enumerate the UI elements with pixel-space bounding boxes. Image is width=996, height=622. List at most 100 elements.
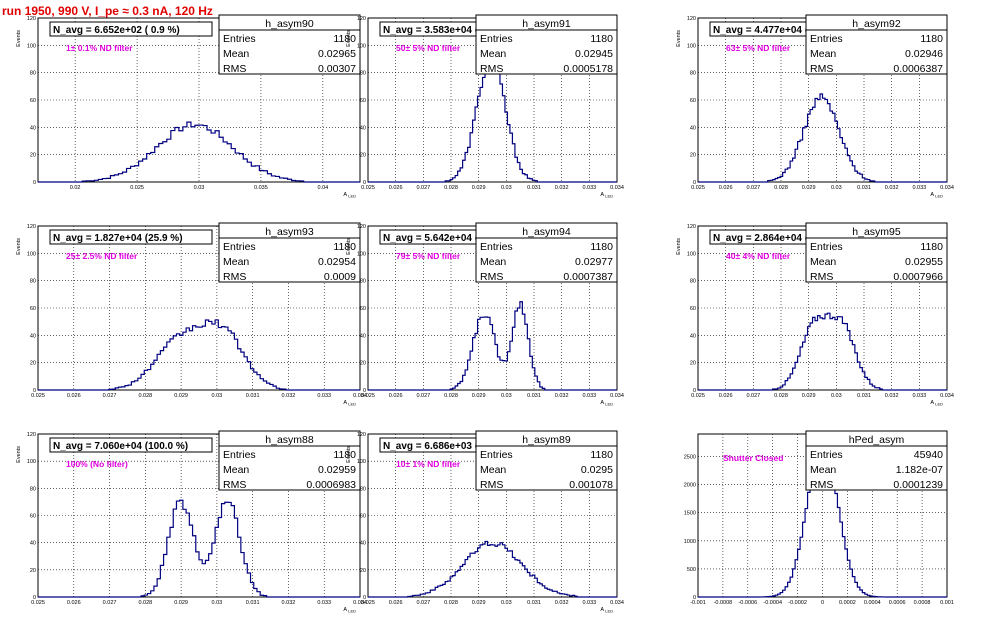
y-tick-label: 40 xyxy=(30,541,36,547)
x-tick-label: 0.0008 xyxy=(914,600,931,606)
x-tick-label: 0.031 xyxy=(246,393,260,399)
x-tick-label: 0.03 xyxy=(831,393,842,399)
y-tick-label: 0 xyxy=(693,180,696,186)
x-axis-label: A LED xyxy=(600,192,613,199)
x-tick-label: 0.031 xyxy=(527,393,541,399)
x-tick-label: 0.027 xyxy=(416,600,430,606)
stats-box xyxy=(218,430,361,491)
x-tick-label: 0.027 xyxy=(746,393,760,399)
y-tick-label: 1000 xyxy=(684,539,696,545)
y-tick-label: 100 xyxy=(687,251,696,257)
x-tick-label: 0.028 xyxy=(444,393,458,399)
histogram-title: N_avg = 6.652e+02 ( 0.9 %) xyxy=(53,25,180,36)
y-tick-label: 80 xyxy=(690,71,696,77)
y-tick-label: 60 xyxy=(360,306,366,312)
y-axis-label: Events xyxy=(16,238,22,255)
x-tick-label: 0.032 xyxy=(885,185,899,191)
histogram-line xyxy=(38,319,360,391)
stats-label: Mean xyxy=(810,464,836,476)
x-axis-label-subscript: LED xyxy=(605,402,613,407)
x-tick-label: 0.028 xyxy=(138,600,152,606)
stats-hist-name: h_asym89 xyxy=(522,434,571,446)
x-tick-label: 0.029 xyxy=(472,393,486,399)
stats-value: 0.0005178 xyxy=(563,63,613,75)
y-tick-label: 60 xyxy=(690,306,696,312)
stats-label: RMS xyxy=(810,271,833,283)
y-tick-label: 120 xyxy=(27,16,36,22)
x-tick-label: 0.028 xyxy=(774,185,788,191)
stats-value: 0.001078 xyxy=(569,479,613,491)
x-tick-label: 0.034 xyxy=(610,185,624,191)
y-axis-label: Events xyxy=(676,238,682,255)
stats-value: 0.02954 xyxy=(318,256,356,268)
x-tick-label: 0.025 xyxy=(31,393,45,399)
x-tick-label: 0.029 xyxy=(472,185,486,191)
y-tick-label: 0 xyxy=(363,388,366,394)
x-tick-label: 0.025 xyxy=(361,600,375,606)
filter-annotation: 79± 5% ND filter xyxy=(396,251,461,261)
x-tick-label: 0.033 xyxy=(317,600,331,606)
y-tick-label: 0 xyxy=(363,595,366,601)
x-tick-label: 0.029 xyxy=(802,185,816,191)
y-tick-label: 2500 xyxy=(684,454,696,460)
x-axis-label-subscript: LED xyxy=(605,609,613,614)
y-tick-label: 100 xyxy=(357,459,366,465)
x-tick-label: 0.029 xyxy=(802,393,816,399)
histogram-panel: 0.025 0.026 0.027 0.028 0.029 0.03 0.031 0.032 0… xyxy=(346,14,624,199)
x-tick-label: 0.03 xyxy=(501,185,512,191)
stats-value: 0.0006983 xyxy=(306,479,356,491)
histogram-title: N_avg = 7.060e+04 (100.0 %) xyxy=(53,441,188,452)
x-axis-label-subscript: LED xyxy=(935,194,943,199)
x-axis-label: A LED xyxy=(343,607,356,614)
y-tick-label: 20 xyxy=(690,361,696,367)
y-tick-label: 120 xyxy=(357,224,366,230)
y-tick-label: 20 xyxy=(360,361,366,367)
histogram-panel: 0.02 0.025 0.03 0.035 0.04 0 20 40 60 80 100 120 A L… xyxy=(16,14,361,199)
x-tick-label: 0.02 xyxy=(70,185,81,191)
histogram-panel: 0.025 0.026 0.027 0.028 0.029 0.03 0.031 0.032 0… xyxy=(676,222,954,407)
stats-label: Entries xyxy=(223,449,256,461)
stats-label: Entries xyxy=(480,241,513,253)
stats-value: 0.0007387 xyxy=(563,271,613,283)
x-tick-label: 0.026 xyxy=(67,600,81,606)
stats-label: Mean xyxy=(223,464,249,476)
histogram-title: N_avg = 2.864e+04 (40.6 %) xyxy=(713,233,843,244)
x-tick-label: 0.03 xyxy=(212,600,223,606)
x-tick-label: 0.033 xyxy=(582,393,596,399)
title-box xyxy=(49,21,213,37)
x-tick-label: 0.031 xyxy=(527,600,541,606)
stats-value: 0.02955 xyxy=(905,256,943,268)
y-tick-label: 20 xyxy=(360,153,366,159)
y-tick-label: 60 xyxy=(360,514,366,520)
x-tick-label: 0.0004 xyxy=(864,600,881,606)
y-tick-label: 40 xyxy=(30,333,36,339)
stats-label: Entries xyxy=(223,33,256,45)
run-title: run 1950, 990 V, I_pe ≈ 0.3 nA, 120 Hz xyxy=(2,4,213,18)
x-tick-label: 0.032 xyxy=(282,393,296,399)
y-tick-label: 20 xyxy=(30,153,36,159)
y-tick-label: 20 xyxy=(30,568,36,574)
x-tick-label: -0.0008 xyxy=(714,600,733,606)
histogram-title: N_avg = 3.583e+04 (50.7 %) xyxy=(383,25,513,36)
stats-hist-name: h_asym93 xyxy=(265,226,314,238)
stats-value: 0.02946 xyxy=(905,48,943,60)
x-tick-label: 0.0002 xyxy=(839,600,856,606)
y-tick-label: 120 xyxy=(357,432,366,438)
stats-value: 1180 xyxy=(333,33,356,45)
stats-label: Mean xyxy=(480,48,506,60)
x-tick-label: -0.0006 xyxy=(738,600,757,606)
x-tick-label: 0.03 xyxy=(501,393,512,399)
x-tick-label: 0.029 xyxy=(174,393,188,399)
y-axis-label: Events xyxy=(346,238,352,255)
stats-box xyxy=(805,14,948,75)
stats-value: 1180 xyxy=(590,241,613,253)
x-tick-label: 0.026 xyxy=(389,393,403,399)
stats-label: Entries xyxy=(810,241,843,253)
stats-label: RMS xyxy=(223,271,246,283)
y-tick-label: 20 xyxy=(30,361,36,367)
y-tick-label: 120 xyxy=(27,224,36,230)
stats-value: 0.00307 xyxy=(318,63,356,75)
stats-value: 0.0009 xyxy=(324,271,356,283)
y-tick-label: 40 xyxy=(30,125,36,131)
